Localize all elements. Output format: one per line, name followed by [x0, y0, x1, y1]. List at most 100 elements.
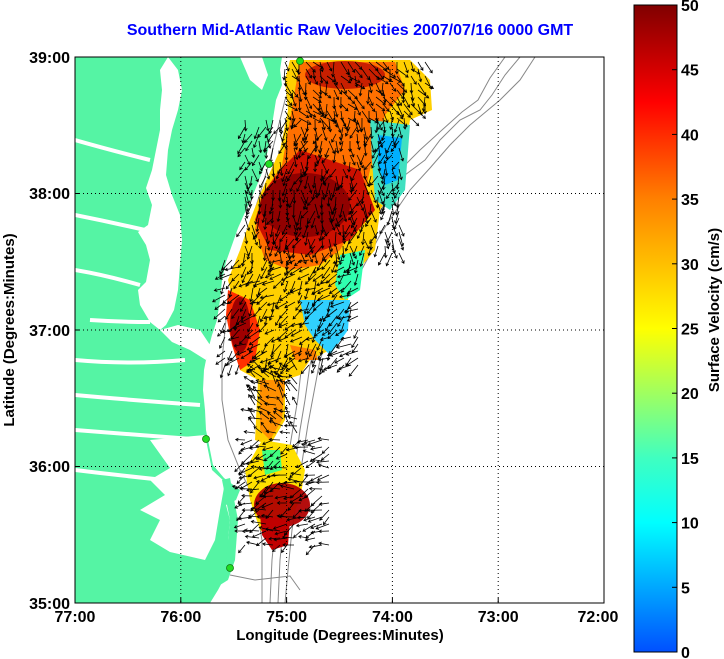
velocity-arrow: [382, 61, 390, 71]
velocity-arrow: [382, 103, 390, 112]
colorbar-tick-label: 35: [681, 192, 699, 209]
velocity-arrow: [248, 416, 256, 427]
velocity-arrow: [410, 117, 420, 127]
velocity-arrow: [221, 329, 233, 334]
velocity-arrow: [212, 294, 226, 303]
velocity-arrow: [298, 308, 310, 313]
velocity-arrow: [270, 343, 275, 359]
velocity-arrow: [300, 442, 316, 448]
velocity-arrow: [317, 287, 331, 295]
map-title: Southern Mid-Atlantic Raw Velocities 200…: [126, 22, 574, 39]
velocity-arrow: [259, 175, 267, 189]
velocity-arrow: [338, 203, 344, 219]
velocity-arrow: [277, 481, 288, 486]
y-tick-label: 37:00: [29, 323, 70, 340]
velocity-arrow: [298, 495, 309, 502]
velocity-arrow: [235, 168, 246, 182]
velocity-arrow: [359, 245, 365, 257]
velocity-arrow: [237, 126, 246, 140]
velocity-arrow: [270, 417, 277, 427]
velocity-arrow: [275, 350, 282, 364]
velocity-arrow: [246, 245, 253, 260]
velocity-arrow: [316, 474, 330, 481]
velocity-arrow: [280, 273, 296, 281]
velocity-arrow: [339, 140, 344, 152]
velocity-arrow: [335, 224, 342, 236]
velocity-arrow: [298, 117, 312, 125]
velocity-arrow: [270, 369, 277, 385]
velocity-arrow: [280, 364, 289, 375]
velocity-arrow: [342, 231, 347, 245]
velocity-arrow: [279, 252, 284, 265]
velocity-arrow: [287, 502, 295, 512]
velocity-arrow: [219, 364, 226, 379]
velocity-arrow: [335, 175, 341, 191]
velocity-arrow: [261, 280, 275, 286]
velocity-arrow: [267, 259, 282, 265]
velocity-arrow: [298, 89, 303, 103]
velocity-arrow: [287, 161, 295, 175]
velocity-arrow: [255, 479, 267, 484]
velocity-arrow: [281, 544, 288, 554]
velocity-arrow: [356, 196, 365, 207]
velocity-arrow: [244, 528, 260, 533]
velocity-arrow: [238, 502, 253, 507]
velocity-arrow: [318, 502, 330, 506]
velocity-arrow: [392, 182, 400, 192]
velocity-arrow: [264, 485, 281, 490]
velocity-arrow: [307, 516, 323, 523]
velocity-arrow: [238, 280, 254, 288]
velocity-arrow: [291, 89, 299, 98]
colorbar-tick-label: 30: [681, 257, 699, 274]
velocity-arrow: [315, 154, 323, 168]
velocity-arrow: [344, 224, 351, 235]
velocity-arrow: [300, 252, 307, 265]
velocity-arrow: [356, 224, 365, 239]
velocity-arrow: [274, 224, 281, 238]
velocity-arrow: [289, 467, 302, 478]
colorbar-tick-label: 10: [681, 516, 699, 533]
velocity-arrow: [340, 61, 349, 76]
velocity-arrow: [360, 189, 365, 205]
velocity-arrow: [329, 350, 345, 357]
velocity-arrow: [289, 336, 303, 343]
velocity-arrow: [232, 322, 247, 330]
velocity-arrow: [342, 231, 351, 241]
velocity-arrow: [244, 133, 253, 143]
velocity-arrow: [367, 110, 371, 124]
velocity-arrow: [276, 396, 284, 406]
velocity-arrow: [310, 495, 323, 507]
velocity-arrow: [351, 168, 358, 182]
velocity-arrow: [268, 437, 281, 442]
velocity-arrow: [284, 381, 291, 392]
velocity-arrow: [278, 514, 295, 519]
velocity-arrow: [300, 364, 310, 375]
velocity-arrow: [296, 439, 309, 444]
velocity-arrow: [263, 402, 277, 406]
velocity-arrow: [374, 119, 379, 134]
velocity-arrow: [284, 301, 296, 309]
velocity-arrow: [297, 96, 302, 112]
velocity-arrow: [295, 301, 303, 311]
velocity-arrow: [298, 343, 303, 357]
velocity-arrow: [335, 245, 341, 261]
velocity-arrow: [321, 189, 326, 201]
velocity-arrow: [318, 529, 330, 534]
velocity-arrow: [333, 75, 338, 86]
velocity-arrow: [304, 287, 317, 292]
velocity-arrow: [346, 287, 359, 294]
velocity-arrow: [385, 252, 393, 267]
velocity-arrow: [265, 119, 270, 132]
velocity-arrow: [377, 189, 384, 205]
velocity-arrow: [333, 231, 338, 248]
velocity-arrow: [318, 82, 323, 96]
station-marker: [202, 435, 210, 443]
velocity-arrow: [322, 175, 330, 185]
velocity-arrow: [320, 273, 331, 284]
velocity-arrow: [227, 350, 233, 361]
velocity-arrow: [315, 480, 330, 485]
velocity-arrow: [240, 266, 247, 279]
velocity-arrow: [318, 541, 330, 546]
velocity-arrow: [321, 252, 327, 263]
velocity-arrow: [363, 238, 370, 250]
